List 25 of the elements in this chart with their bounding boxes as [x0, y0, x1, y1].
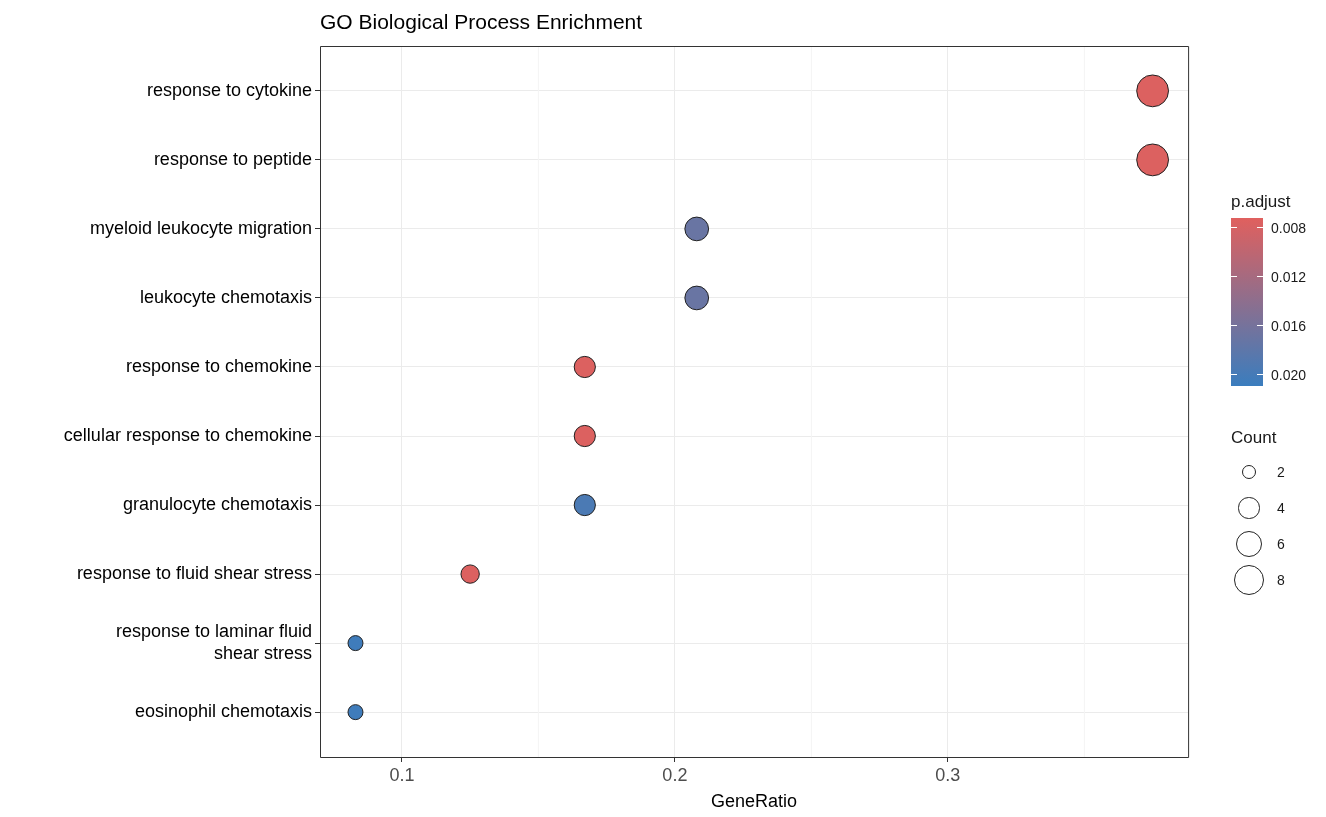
y-tick-label: cellular response to chemokine — [63, 424, 312, 445]
legend-title: Count — [1231, 428, 1278, 448]
x-tick-label: 0.2 — [662, 764, 688, 785]
y-tick-label: granulocyte chemotaxis — [122, 494, 312, 515]
color-bar-title: p.adjust — [1231, 192, 1292, 212]
chart-title: GO Biological Process Enrichment — [320, 10, 643, 34]
y-tick-label: myeloid leukocyte migration — [89, 217, 312, 238]
color-bar-label: 0.020 — [1271, 366, 1307, 383]
y-tick-label: response to fluid shear stress — [76, 563, 312, 584]
y-tick-label: response to peptide — [153, 148, 312, 169]
y-tick-label: response to laminar fluid shear stress — [115, 621, 312, 663]
legend-label: 2 — [1277, 464, 1285, 480]
legend-label: 6 — [1277, 536, 1285, 552]
legend-label: 8 — [1277, 572, 1285, 588]
y-tick-label: leukocyte chemotaxis — [139, 286, 312, 307]
x-tick-label: 0.3 — [935, 764, 961, 785]
legend-label: 4 — [1277, 500, 1285, 516]
color-bar-label: 0.012 — [1271, 268, 1307, 285]
color-bar-label: 0.008 — [1271, 219, 1307, 236]
color-bar-label: 0.016 — [1271, 317, 1307, 334]
y-tick-label: eosinophil chemotaxis — [134, 701, 312, 722]
y-tick-label: response to chemokine — [125, 355, 312, 376]
x-tick-label: 0.1 — [389, 764, 415, 785]
y-tick-label: response to cytokine — [146, 79, 312, 100]
x-axis-title: GeneRatio — [711, 791, 798, 812]
